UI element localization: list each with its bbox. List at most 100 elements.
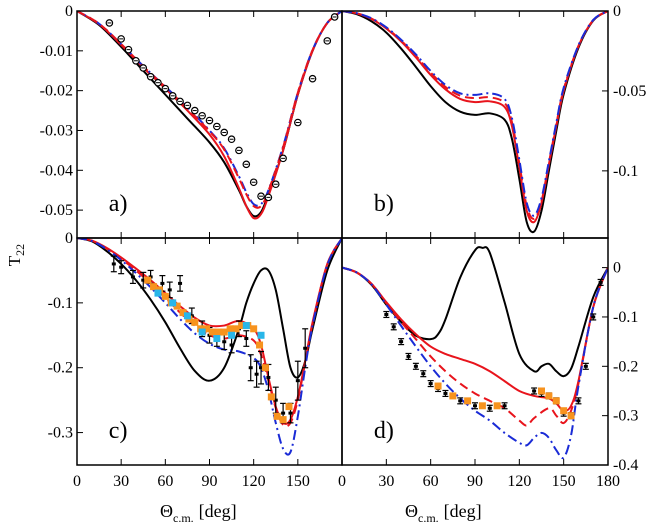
point-c-data-black-16 (248, 366, 253, 370)
point-d-data-black-5 (421, 372, 426, 376)
point-d-data-black-12 (502, 404, 507, 408)
series-c-blue (77, 238, 342, 456)
point-c-data-black-0 (111, 262, 116, 266)
point-c-data-orange-0 (144, 276, 152, 284)
series-d-black (342, 246, 608, 378)
point-c-data-black-2 (130, 275, 135, 279)
point-c-data-black-3 (141, 278, 146, 282)
y-tick-label-a-2: -0.02 (40, 83, 73, 100)
point-c-data-cyan-3 (198, 328, 206, 336)
y-tick-label-d-1: -0.1 (613, 309, 638, 326)
point-d-data-black-8 (443, 391, 448, 395)
point-c-data-orange-14 (226, 325, 234, 333)
series-b-blue (342, 11, 608, 217)
point-c-data-black-15 (244, 337, 249, 341)
point-c-data-black-1 (119, 265, 124, 269)
point-c-data-black-18 (259, 366, 264, 370)
point-c-data-black-21 (281, 411, 286, 415)
panel-label-a: a) (109, 191, 128, 217)
panel-a: 0 -0.01 -0.02 -0.03 -0.04 -0.05 a) (40, 3, 343, 239)
point-d-data-black-11 (487, 406, 492, 410)
y-tick-label-d-2: -0.2 (613, 358, 638, 375)
point-d-data-orange-5 (538, 387, 545, 395)
frame-d (341, 237, 609, 466)
point-d-data-black-20 (583, 364, 588, 368)
point-d-data-orange-7 (552, 397, 560, 405)
series-c-black (77, 238, 342, 382)
point-c-data-black-12 (222, 340, 227, 344)
series-group-a (77, 11, 342, 220)
y-tick-label-b-0: 0 (613, 3, 621, 20)
point-c-data-orange-11 (208, 328, 216, 336)
x-tick-label-c-1: 30 (113, 473, 129, 490)
y-tick-label-c-0: 0 (65, 230, 73, 247)
point-c-data-cyan-7 (257, 331, 265, 339)
point-c-data-black-6 (167, 288, 172, 292)
point-c-data-orange-16 (238, 322, 246, 330)
x-tick-label-d-0: 0 (338, 473, 346, 490)
y-tick-label-d-4: -0.4 (613, 457, 638, 474)
point-c-data-black-5 (160, 281, 165, 285)
point-d-data-orange-0 (434, 382, 442, 390)
x-tick-label-d-5: 150 (552, 473, 576, 490)
x-tick-label-c-3: 90 (202, 473, 218, 490)
point-c-data-orange-15 (232, 325, 240, 333)
point-c-data-orange-5 (173, 302, 181, 310)
y-tick-label-d-3: -0.3 (613, 408, 638, 425)
point-c-data-orange-18 (250, 325, 258, 333)
x-tick-label-c-5: 150 (286, 473, 310, 490)
y-tick-label-a-4: -0.04 (40, 162, 73, 179)
point-c-data-orange-10 (203, 325, 211, 333)
point-c-data-orange-1 (150, 283, 158, 291)
x-tick-label-d-1: 30 (378, 473, 394, 490)
point-c-data-orange-3 (161, 292, 169, 300)
point-d-data-black-13 (532, 389, 537, 393)
point-c-data-orange-8 (191, 318, 199, 326)
series-d-red (342, 266, 608, 412)
point-d-data-black-9 (458, 399, 463, 403)
point-c-data-cyan-0 (154, 289, 162, 297)
series-group-b (342, 11, 608, 234)
point-c-data-black-22 (288, 411, 293, 415)
point-c-data-black-20 (273, 398, 278, 402)
series-d-red-dashed (342, 266, 608, 427)
point-c-data-black-19 (266, 375, 271, 379)
point-c-data-black-13 (229, 343, 234, 347)
point-c-data-black-17 (254, 372, 259, 376)
point-c-data-orange-13 (220, 328, 228, 336)
x-tick-label-d-6: 180 (596, 473, 620, 490)
point-d-data-orange-9 (567, 412, 575, 420)
point-c-data-orange-24 (285, 403, 293, 411)
y-tick-label-c-1: -0.1 (48, 295, 73, 312)
panel-label-d: d) (374, 418, 394, 444)
point-c-data-orange-22 (273, 412, 281, 420)
x-axis-label-right: Θc.m. [deg] (405, 501, 482, 525)
series-group-d (342, 246, 608, 460)
x-tick-label-d-4: 120 (507, 473, 531, 490)
point-d-data-orange-3 (478, 402, 486, 410)
panels: 0 -0.01 -0.02 -0.03 -0.04 -0.05 a) 0 -0.05 -0.1 b)… (40, 3, 647, 490)
point-c-data-orange-19 (256, 341, 264, 349)
point-c-data-orange-12 (214, 328, 222, 336)
point-d-data-black-21 (591, 315, 596, 319)
y-tick-label-a-0: 0 (65, 3, 73, 20)
y-tick-label-a-5: -0.05 (40, 202, 73, 219)
x-tick-label-d-2: 60 (423, 473, 439, 490)
point-c-data-black-24 (303, 346, 308, 350)
point-d-data-orange-1 (449, 392, 457, 400)
point-d-data-orange-6 (545, 392, 553, 400)
point-d-data-black-3 (406, 354, 411, 358)
point-d-data-orange-2 (464, 397, 472, 405)
series-d-blue (342, 266, 608, 460)
point-c-data-cyan-4 (213, 335, 221, 343)
y-tick-label-d-0: 0 (613, 260, 621, 277)
panel-c: 0 30 60 90 120 150 0 -0.1 -0.2 -0.3 c) (48, 230, 343, 490)
series-a-red-dashed (77, 11, 342, 209)
point-c-data-orange-21 (267, 393, 275, 401)
point-d-data-orange-8 (560, 407, 568, 415)
point-c-data-cyan-5 (228, 331, 236, 339)
point-c-data-orange-6 (179, 309, 187, 317)
point-c-data-orange-20 (261, 364, 269, 372)
y-tick-label-b-2: -0.1 (613, 163, 638, 180)
